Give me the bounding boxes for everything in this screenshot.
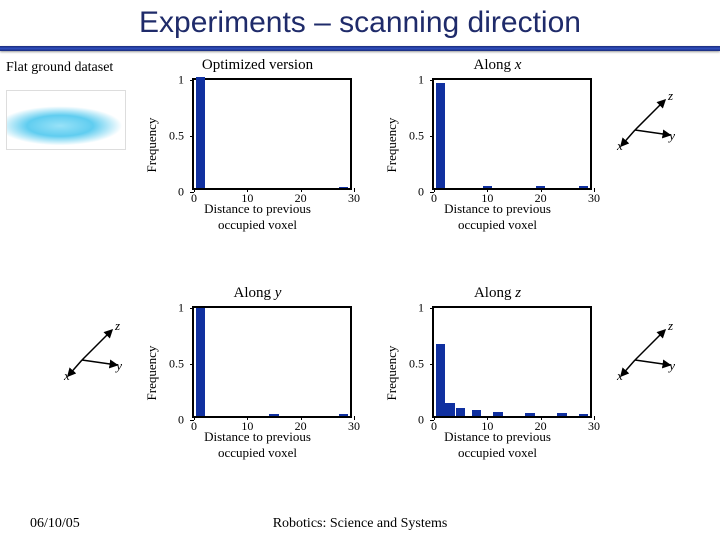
y-tick-label: 1 [178, 301, 184, 316]
y-tick-mark [430, 420, 434, 421]
axis-var: x [515, 57, 522, 73]
bar [493, 412, 503, 416]
plot-area: 010203000.51 [192, 306, 352, 418]
x-tick-label: 10 [241, 191, 253, 206]
bar [436, 83, 446, 188]
axis-x-label: x [64, 368, 70, 384]
y-tick-label: 0 [178, 413, 184, 428]
y-tick-mark [430, 308, 434, 309]
bar [525, 413, 535, 416]
bar [339, 414, 349, 416]
y-tick-label: 0.5 [169, 357, 184, 372]
axis-var: z [515, 285, 521, 301]
axes-3d-icon: zyx [615, 90, 675, 150]
bar [579, 186, 589, 188]
axis-y-label: y [116, 358, 122, 374]
bar [557, 413, 567, 416]
chart-along_y: Along yFrequencyDistance to previousoccu… [160, 290, 355, 455]
x-tick-label: 30 [348, 419, 360, 434]
bar [196, 308, 206, 416]
y-tick-mark [190, 420, 194, 421]
x-axis-label: Distance to previousoccupied voxel [160, 429, 355, 461]
axis-x-label: x [617, 368, 623, 384]
axis-z-label: z [668, 88, 673, 104]
y-axis-label: Frequency [384, 345, 400, 400]
y-axis-label: Frequency [384, 117, 400, 172]
axis-var: y [275, 285, 282, 301]
x-tick-label: 20 [535, 191, 547, 206]
y-tick-label: 0 [418, 413, 424, 428]
plot-area: 010203000.51 [192, 78, 352, 190]
y-tick-mark [190, 364, 194, 365]
bar [339, 187, 349, 188]
axis-z-label: z [115, 318, 120, 334]
y-tick-mark [190, 80, 194, 81]
plot-area: 010203000.51 [432, 306, 592, 418]
bar [472, 410, 482, 416]
plot-area: 010203000.51 [432, 78, 592, 190]
page-title: Experiments – scanning direction [0, 6, 720, 40]
x-tick-label: 20 [295, 191, 307, 206]
bar [436, 344, 446, 416]
x-tick-label: 30 [588, 419, 600, 434]
y-axis-label: Frequency [144, 117, 160, 172]
y-tick-label: 0.5 [169, 129, 184, 144]
chart-title: Along y [160, 285, 355, 302]
x-tick-label: 30 [588, 191, 600, 206]
bar [483, 186, 493, 188]
y-tick-label: 1 [418, 73, 424, 88]
x-tick-label: 30 [348, 191, 360, 206]
y-tick-mark [190, 308, 194, 309]
x-axis-label: Distance to previousoccupied voxel [160, 201, 355, 233]
y-tick-mark [430, 364, 434, 365]
axes-3d-icon: zyx [615, 320, 675, 380]
y-tick-mark [430, 136, 434, 137]
x-tick-label: 10 [241, 419, 253, 434]
x-tick-label: 0 [191, 191, 197, 206]
chart-title: Along z [400, 285, 595, 302]
y-tick-label: 1 [178, 73, 184, 88]
chart-opt: Optimized versionFrequencyDistance to pr… [160, 62, 355, 227]
bar [269, 414, 279, 416]
y-tick-label: 1 [418, 301, 424, 316]
chart-title: Along x [400, 57, 595, 74]
footer-text: Robotics: Science and Systems [0, 516, 720, 532]
chart-along_z: Along zFrequencyDistance to previousoccu… [400, 290, 595, 455]
chart-title: Optimized version [160, 57, 355, 74]
x-tick-label: 20 [535, 419, 547, 434]
y-tick-mark [430, 192, 434, 193]
y-tick-label: 0.5 [409, 357, 424, 372]
bar [445, 403, 455, 416]
dataset-thumbnail [6, 90, 126, 150]
chart-along_x: Along xFrequencyDistance to previousoccu… [400, 62, 595, 227]
y-tick-label: 0 [178, 185, 184, 200]
x-axis-label: Distance to previousoccupied voxel [400, 201, 595, 233]
axis-x-label: x [617, 138, 623, 154]
y-axis-label: Frequency [144, 345, 160, 400]
axis-z-label: z [668, 318, 673, 334]
x-tick-label: 20 [295, 419, 307, 434]
y-tick-label: 0 [418, 185, 424, 200]
x-axis-label: Distance to previousoccupied voxel [400, 429, 595, 461]
dataset-label: Flat ground dataset [6, 60, 113, 76]
axes-3d-icon: zyx [62, 320, 122, 380]
axis-y-label: y [669, 128, 675, 144]
y-tick-mark [430, 80, 434, 81]
title-underline [0, 46, 720, 51]
axis-y-label: y [669, 358, 675, 374]
slide-root: Experiments – scanning direction Flat gr… [0, 0, 720, 540]
y-tick-mark [190, 192, 194, 193]
y-tick-mark [190, 136, 194, 137]
y-tick-label: 0.5 [409, 129, 424, 144]
x-tick-label: 10 [481, 419, 493, 434]
bar [196, 77, 206, 188]
bar [579, 414, 589, 416]
x-tick-label: 0 [431, 419, 437, 434]
bar [536, 186, 546, 188]
bar [456, 408, 466, 416]
x-tick-label: 0 [431, 191, 437, 206]
x-tick-label: 0 [191, 419, 197, 434]
x-tick-label: 10 [481, 191, 493, 206]
